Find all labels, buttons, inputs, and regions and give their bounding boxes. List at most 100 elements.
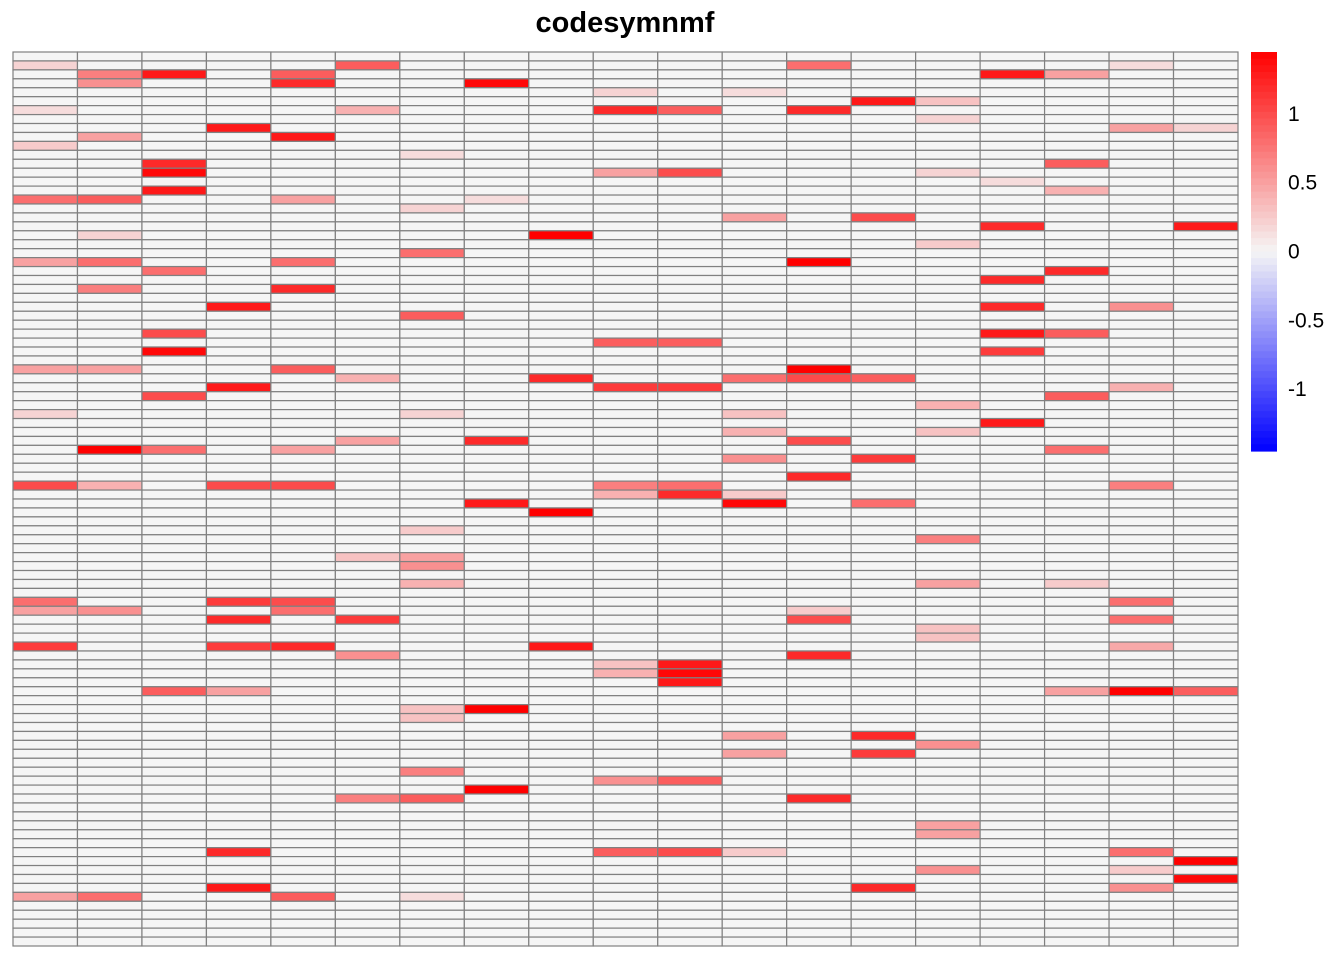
heatmap-cell [76, 918, 143, 929]
heatmap-cell [850, 346, 917, 357]
heatmap-cell [721, 203, 788, 214]
heatmap-cell [657, 122, 723, 134]
heatmap-cell [850, 283, 917, 294]
heatmap-cell [786, 936, 852, 947]
heatmap-cell [141, 811, 208, 822]
heatmap-cell [657, 87, 723, 98]
heatmap-cell [528, 552, 594, 563]
heatmap-cell [205, 525, 272, 536]
heatmap-cell [463, 552, 530, 563]
heatmap-cell [1108, 811, 1175, 822]
heatmap-cell [463, 417, 530, 429]
heatmap-cell [141, 543, 208, 554]
heatmap-cell [270, 811, 336, 822]
heatmap-cell [979, 864, 1046, 876]
heatmap-cell [721, 641, 788, 652]
heatmap-cell [850, 596, 917, 607]
heatmap-cell [76, 614, 143, 625]
heatmap-cell [76, 900, 143, 911]
heatmap-cell [399, 882, 465, 893]
heatmap-cell [721, 212, 788, 223]
heatmap-cell [12, 847, 79, 858]
heatmap-cell [850, 310, 917, 321]
heatmap-cell [270, 87, 336, 98]
heatmap-cell [721, 409, 788, 420]
heatmap-cell [463, 704, 530, 715]
heatmap-cell [1172, 292, 1239, 303]
heatmap-cell [76, 131, 143, 143]
heatmap-cell [76, 721, 143, 733]
heatmap-cell [850, 847, 917, 858]
heatmap-cell [1108, 784, 1175, 795]
heatmap-cell [528, 194, 594, 205]
heatmap-cell [915, 96, 981, 107]
heatmap-cell [1172, 274, 1239, 286]
heatmap-cell [850, 587, 917, 598]
colorbar-segment [1251, 65, 1277, 73]
heatmap-cell [1172, 686, 1239, 697]
heatmap-cell [270, 578, 336, 590]
heatmap-cell [915, 87, 981, 98]
heatmap-cell [786, 525, 852, 536]
heatmap-cell [399, 712, 465, 724]
heatmap-cell [1043, 569, 1110, 581]
heatmap-cell [592, 900, 659, 911]
heatmap-cell [592, 766, 659, 777]
heatmap-cell [915, 721, 981, 733]
heatmap-cell [205, 462, 272, 473]
heatmap-cell [657, 775, 723, 786]
heatmap-cell [334, 793, 401, 804]
heatmap-cell [270, 274, 336, 286]
heatmap-cell [399, 212, 465, 223]
heatmap-cell [463, 686, 530, 697]
heatmap-cell [205, 453, 272, 464]
heatmap-cell [850, 221, 917, 232]
heatmap-cell [915, 909, 981, 920]
heatmap-cell [915, 203, 981, 214]
heatmap-cell [463, 69, 530, 80]
heatmap-cell [1108, 820, 1175, 831]
heatmap-cell [528, 677, 594, 688]
heatmap-cell [205, 757, 272, 768]
heatmap-cell [592, 87, 659, 98]
heatmap-cell [205, 382, 272, 393]
heatmap-cell [1108, 346, 1175, 357]
heatmap-cell [592, 480, 659, 491]
heatmap-cell [721, 480, 788, 491]
heatmap-cell [141, 721, 208, 733]
heatmap-cell [12, 78, 79, 89]
heatmap-cell [721, 668, 788, 679]
heatmap-cell [12, 882, 79, 893]
heatmap-cell [721, 51, 788, 62]
heatmap-cell [1043, 560, 1110, 572]
heatmap-cell [1043, 695, 1110, 706]
heatmap-cell [141, 704, 208, 715]
heatmap-cell [1043, 382, 1110, 393]
heatmap-cell [1172, 560, 1239, 572]
heatmap-cell [979, 882, 1046, 893]
heatmap-cell [1043, 730, 1110, 741]
heatmap-cell [657, 927, 723, 938]
heatmap-cell [205, 578, 272, 590]
heatmap-cell [592, 882, 659, 893]
heatmap-cell [334, 471, 401, 482]
heatmap-cell [334, 105, 401, 116]
heatmap-cell [592, 516, 659, 527]
heatmap-cell [12, 632, 79, 643]
heatmap-cell [12, 382, 79, 393]
heatmap-cell [141, 820, 208, 831]
heatmap-cell [1172, 525, 1239, 536]
heatmap-cell [205, 891, 272, 902]
heatmap-cell [205, 552, 272, 563]
heatmap-cell [1108, 78, 1175, 89]
heatmap-cell [1043, 194, 1110, 205]
heatmap-cell [721, 900, 788, 911]
heatmap-cell [76, 221, 143, 232]
heatmap-cell [1172, 176, 1239, 187]
heatmap-cell [141, 382, 208, 393]
heatmap-cell [270, 78, 336, 89]
heatmap-cell [76, 847, 143, 858]
heatmap-cell [76, 927, 143, 938]
heatmap-cell [399, 417, 465, 429]
